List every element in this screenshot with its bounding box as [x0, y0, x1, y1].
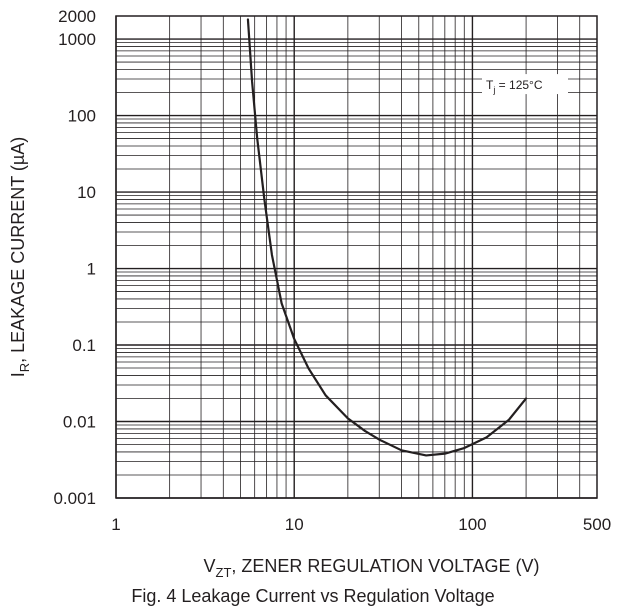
y-axis-title: IR, LEAKAGE CURRENT (µA) — [8, 137, 32, 378]
x-tick-label: 10 — [285, 515, 304, 534]
x-tick-label: 1 — [111, 515, 120, 534]
figure-caption: Fig. 4 Leakage Current vs Regulation Vol… — [131, 586, 495, 606]
y-tick-label: 100 — [68, 107, 96, 126]
y-tick-label: 0.1 — [72, 336, 96, 355]
junction-temperature-annotation: Tj = 125°C — [486, 78, 543, 95]
y-tick-label: 1 — [87, 260, 96, 279]
y-tick-label: 0.01 — [63, 413, 96, 432]
annotation-background — [482, 74, 568, 95]
x-tick-label: 100 — [458, 515, 486, 534]
y-tick-label: 2000 — [58, 7, 96, 26]
y-tick-label: 0.001 — [53, 489, 96, 508]
x-axis-title: VZT, ZENER REGULATION VOLTAGE (V) — [204, 556, 540, 580]
y-tick-label: 10 — [77, 183, 96, 202]
leakage-curve — [246, 18, 528, 457]
leakage-current-chart: 1 10 100 500 0.001 0.01 0.1 1 10 100 1000 2000 Tj = … — [8, 7, 611, 580]
y-tick-label: 1000 — [58, 30, 96, 49]
x-tick-label: 500 — [583, 515, 611, 534]
plot-frame — [115, 15, 598, 499]
